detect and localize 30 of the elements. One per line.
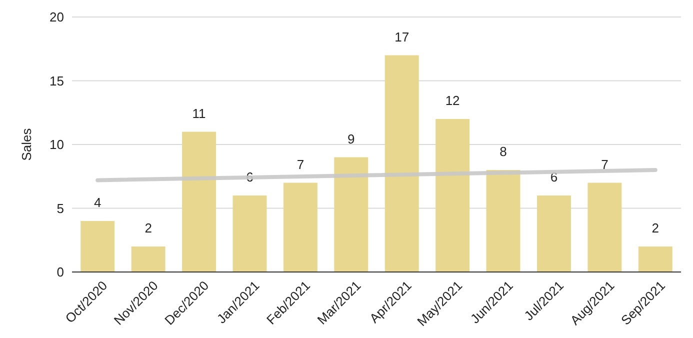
data-label: 12 xyxy=(445,93,460,108)
y-axis-title: Sales xyxy=(19,128,34,161)
bar xyxy=(232,196,267,272)
data-label: 2 xyxy=(652,220,660,236)
y-tick-label: 0 xyxy=(56,264,64,280)
bar xyxy=(384,55,419,272)
bar xyxy=(638,246,672,272)
bar xyxy=(283,182,318,272)
bar xyxy=(182,132,216,272)
data-label: 2 xyxy=(144,220,152,236)
data-label: 8 xyxy=(500,144,507,159)
bar xyxy=(334,157,368,272)
bar xyxy=(80,221,115,272)
data-label: 6 xyxy=(550,170,558,184)
y-tick-label: 15 xyxy=(50,73,64,88)
data-label: 7 xyxy=(601,156,608,172)
y-tick-label: 10 xyxy=(50,137,64,152)
data-label: 9 xyxy=(348,131,355,146)
data-label: 11 xyxy=(192,106,206,121)
y-tick-label: 5 xyxy=(56,200,64,216)
bar xyxy=(486,170,520,272)
bar xyxy=(588,182,622,272)
data-label: 7 xyxy=(296,156,304,172)
data-label: 17 xyxy=(394,29,410,44)
bar xyxy=(436,119,470,272)
bar xyxy=(536,196,571,272)
data-label: 4 xyxy=(94,195,102,210)
y-tick-label: 20 xyxy=(50,10,64,25)
data-label: 6 xyxy=(246,170,254,184)
bar xyxy=(131,246,166,272)
